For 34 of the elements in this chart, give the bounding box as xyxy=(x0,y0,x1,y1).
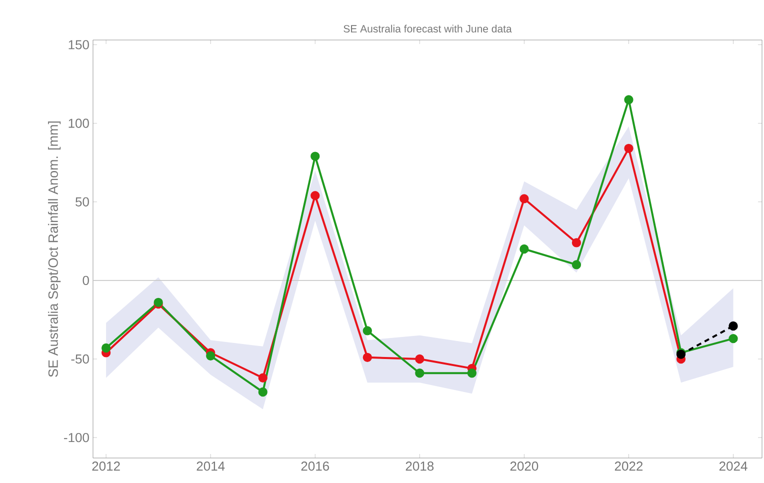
x-tick-label: 2022 xyxy=(614,462,643,471)
chart-title: SE Australia forecast with June data xyxy=(344,24,512,33)
y-tick-label: -50 xyxy=(71,354,89,364)
point xyxy=(362,352,372,362)
x-tick-label: 2016 xyxy=(301,462,330,471)
y-tick-label: 150 xyxy=(68,40,89,50)
y-tick-label: 0 xyxy=(82,276,89,286)
point xyxy=(415,354,424,364)
y-tick-label: -100 xyxy=(64,432,89,442)
x-tick-label: 2012 xyxy=(92,462,120,471)
y-tick-label: 100 xyxy=(68,118,89,128)
point xyxy=(362,326,372,336)
point xyxy=(415,368,424,378)
point xyxy=(310,152,320,161)
point xyxy=(258,387,268,397)
y-axis-title: SE Australia Sept/Oct Rainfall Anom. [mm] xyxy=(48,121,61,377)
x-tick-label: 2024 xyxy=(719,462,748,471)
point xyxy=(572,238,582,248)
point xyxy=(520,244,529,254)
point xyxy=(101,343,111,353)
y-tick-label: 50 xyxy=(76,197,89,206)
point xyxy=(206,351,216,360)
point xyxy=(258,373,268,382)
point xyxy=(728,334,738,344)
x-tick-label: 2014 xyxy=(196,462,225,471)
point xyxy=(728,321,738,331)
point xyxy=(467,368,477,378)
x-tick-label: 2018 xyxy=(406,462,434,471)
point xyxy=(572,260,582,270)
x-tick-label: 2020 xyxy=(510,462,538,471)
point xyxy=(520,194,529,204)
point xyxy=(624,144,634,154)
point xyxy=(310,190,320,200)
point xyxy=(624,95,634,104)
